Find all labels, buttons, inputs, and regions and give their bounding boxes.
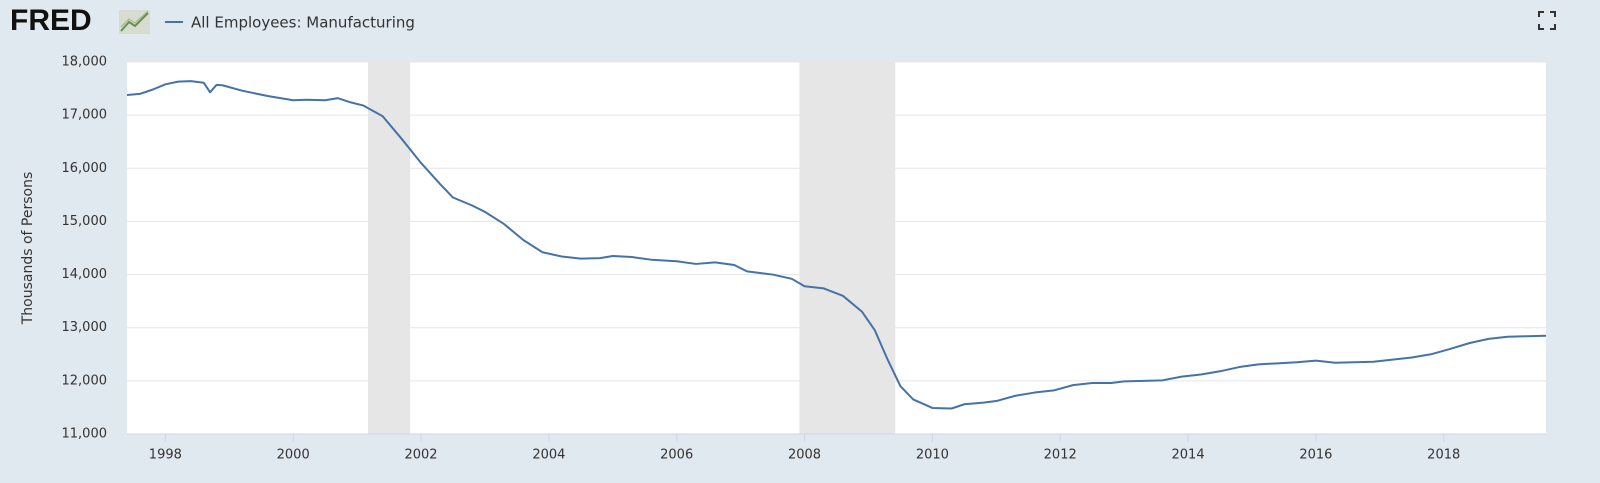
legend-label: All Employees: Manufacturing — [191, 14, 415, 32]
x-tick-label: 2012 — [1044, 448, 1077, 463]
x-tick-label: 2002 — [404, 448, 437, 463]
series-line — [126, 80, 1547, 410]
recession-band — [799, 62, 896, 434]
x-tick-label: 2008 — [788, 448, 821, 463]
y-tick-label: 16,000 — [62, 161, 108, 176]
y-tick-label: 11,000 — [62, 427, 108, 442]
brand-logo: FRED — [10, 4, 92, 37]
y-tick-label: 13,000 — [62, 320, 108, 335]
y-tick-label: 15,000 — [62, 214, 108, 229]
x-tick-label: 2000 — [277, 448, 310, 463]
x-tick-label: 2016 — [1299, 448, 1332, 463]
logo-icon — [119, 10, 150, 34]
fullscreen-button[interactable] — [1538, 11, 1556, 30]
x-tick-label: 2014 — [1172, 448, 1205, 463]
y-tick-label: 12,000 — [62, 373, 108, 388]
recession-band — [367, 62, 411, 434]
y-tick-label: 14,000 — [62, 267, 108, 282]
x-tick-label: 2010 — [916, 448, 949, 463]
y-tick-label: 17,000 — [62, 108, 108, 123]
y-axis-title: Thousands of Persons — [20, 172, 36, 326]
y-tick-label: 18,000 — [62, 55, 108, 70]
x-tick-label: 2004 — [532, 448, 565, 463]
x-tick-label: 1998 — [149, 448, 182, 463]
x-tick-label: 2006 — [660, 448, 693, 463]
x-tick-label: 2018 — [1427, 448, 1460, 463]
